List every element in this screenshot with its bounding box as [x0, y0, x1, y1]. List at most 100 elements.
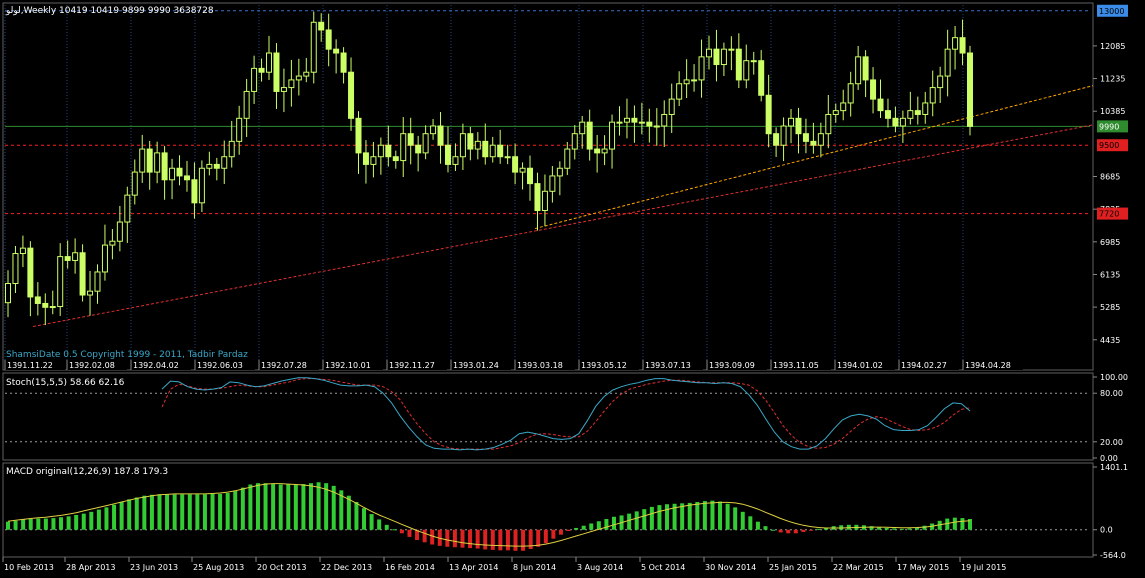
macd-bar [892, 528, 897, 530]
candle-body [825, 113, 832, 135]
trendlines[interactable] [32, 85, 1094, 328]
stoch-grid [5, 392, 1090, 443]
macd-bar [596, 521, 601, 530]
candle-body [422, 133, 429, 154]
macd-bar [51, 518, 56, 530]
current-price-tag-bg [1097, 120, 1128, 133]
time-axis-label: 16 Feb 2014 [385, 563, 435, 572]
macd-bar [43, 518, 48, 530]
candle-body [34, 296, 41, 304]
candle-body [616, 121, 623, 124]
macd-bar [824, 527, 829, 530]
macd-bar [407, 529, 412, 537]
candle-body [452, 156, 459, 165]
shamsi-date-label: 1394.04.28 [965, 361, 1011, 370]
candle-body [519, 167, 526, 173]
main-price-panel[interactable]: لولو,Weekly 10419 10419 9899 9990 363872… [2, 2, 1094, 371]
macd-bar [801, 529, 806, 532]
candle-body [512, 156, 519, 173]
macd-bar [112, 504, 117, 530]
candle-body [430, 125, 437, 135]
candle-body [169, 167, 176, 181]
candle-body [899, 117, 906, 127]
candle-body [5, 282, 11, 304]
macd-bar [74, 514, 79, 530]
candle-body [273, 52, 280, 92]
candle-body [385, 144, 392, 158]
date-label-bg [5, 360, 65, 370]
macd-bar [733, 507, 738, 530]
macd-tick-label: -564.0 [1100, 551, 1126, 560]
candle-body [251, 67, 258, 92]
price-tick-label: 5285 [1100, 303, 1120, 312]
stochastic-panel[interactable]: Stoch(15,5,5) 58.66 62.16 [2, 372, 1094, 461]
candle-body [213, 163, 220, 169]
macd-bar [907, 528, 912, 530]
macd-bar [604, 518, 609, 530]
macd-bar [574, 527, 579, 530]
date-label-bg [707, 360, 767, 370]
candle-body [459, 133, 466, 158]
candle-body [937, 75, 944, 89]
date-label-bg [643, 360, 703, 370]
candle-body [474, 140, 481, 150]
candle-body [743, 60, 750, 81]
price-tick-label: 10385 [1100, 107, 1125, 116]
candle-body [370, 156, 377, 165]
candle-body [340, 52, 347, 73]
macd-bar [66, 516, 71, 530]
horizontal-levels [5, 10, 1090, 215]
shamsi-date-label: 1392.06.03 [197, 361, 243, 370]
shamsi-date-label: 1393.05.12 [581, 361, 627, 370]
candle-body [176, 167, 183, 177]
macd-bar [172, 494, 177, 530]
candle-body [266, 52, 273, 73]
macd-bar [968, 518, 972, 530]
shamsi-date-label: 1392.10.01 [325, 361, 371, 370]
macd-bar [687, 502, 692, 530]
red-level-tag-2: 7720 [1099, 210, 1119, 219]
shamsi-date-label: 1393.03.18 [517, 361, 563, 370]
time-axis-label: 25 Jan 2015 [769, 563, 817, 572]
candle-body [407, 133, 414, 146]
candle-body [191, 179, 198, 204]
candle-body [318, 21, 325, 31]
candle-body [594, 148, 601, 154]
candle-body [601, 148, 608, 154]
macd-bar [96, 509, 101, 530]
date-label-bg [387, 360, 447, 370]
candle-body [817, 133, 824, 146]
candle-body [750, 60, 757, 63]
candle-body [57, 256, 64, 308]
date-label-bg [899, 360, 959, 370]
candle-body [661, 113, 668, 127]
candle-body [735, 48, 742, 81]
candle-body [638, 121, 645, 124]
candle-body [840, 102, 847, 112]
candle-body [579, 121, 586, 135]
candle-body [765, 94, 772, 135]
candle-body [646, 121, 653, 127]
time-axis-label: 19 Jul 2015 [961, 563, 1006, 572]
macd-bar [134, 497, 139, 530]
shamsi-date-label: 1391.11.22 [7, 361, 53, 370]
red-level-tag-bg [1097, 139, 1128, 152]
candle-body [653, 125, 660, 128]
macd-bar [899, 528, 904, 530]
candle-body [534, 183, 541, 212]
candle-body [303, 71, 310, 77]
macd-bar [377, 519, 382, 530]
candle-body [497, 144, 504, 158]
price-tick-label: 8685 [1100, 173, 1120, 182]
candle-body [467, 133, 474, 150]
macd-bar [945, 518, 950, 530]
candle-body [952, 37, 959, 50]
macd-panel[interactable]: MACD original(12,26,9) 187.8 179.3 [2, 462, 1094, 558]
macd-bar [142, 495, 147, 530]
candle-body [64, 256, 71, 261]
macd-bar [748, 516, 753, 530]
candle-body [12, 253, 19, 284]
shamsi-date-label: 1393.07.13 [645, 361, 691, 370]
macd-bar [793, 529, 798, 534]
